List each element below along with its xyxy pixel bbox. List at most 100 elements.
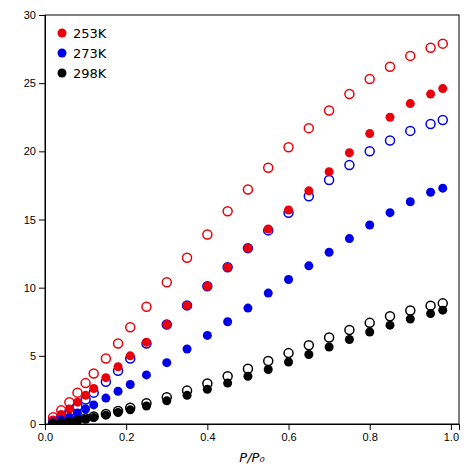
- tick: 0.0: [38, 424, 53, 443]
- point: [386, 113, 395, 122]
- plot: 0.00.20.40.60.81.0051015202530253K273K29…: [24, 9, 460, 443]
- point: [284, 357, 293, 366]
- point: [183, 301, 192, 310]
- point: [426, 309, 435, 318]
- point: [406, 315, 415, 324]
- x-axis: 0.00.20.40.60.81.0: [38, 424, 460, 443]
- tick: 0: [30, 418, 45, 430]
- legend-label: 253K: [73, 26, 107, 41]
- tick-label: 30: [24, 9, 36, 21]
- legend-swatch: [58, 29, 67, 38]
- point: [438, 184, 447, 193]
- point: [57, 418, 66, 424]
- tick-mark: [39, 356, 45, 357]
- axis-line: [39, 16, 46, 425]
- point: [304, 261, 313, 270]
- marks: [49, 39, 448, 424]
- point-open: [386, 62, 395, 71]
- tick-label: 0.6: [281, 431, 296, 443]
- point: [89, 400, 98, 409]
- point: [243, 304, 252, 313]
- point: [386, 208, 395, 217]
- point: [203, 385, 212, 394]
- x-axis-label: P/P₀: [239, 450, 265, 465]
- tick-label: 25: [24, 77, 36, 89]
- legend-label: 298K: [73, 66, 107, 81]
- point: [345, 148, 354, 157]
- point-open: [223, 207, 232, 216]
- point: [223, 317, 232, 326]
- point: [438, 84, 447, 93]
- point-open: [406, 126, 415, 135]
- point: [162, 320, 171, 329]
- point: [438, 306, 447, 315]
- series: [49, 115, 448, 424]
- point-open: [345, 325, 354, 334]
- point-open: [406, 51, 415, 60]
- point-open: [438, 39, 447, 48]
- point: [126, 380, 135, 389]
- point-open: [284, 349, 293, 358]
- tick-label: 0.0: [38, 431, 53, 443]
- tick: 0.2: [119, 424, 134, 443]
- point: [101, 373, 110, 382]
- point-open: [101, 354, 110, 363]
- series: [49, 84, 448, 424]
- tick-label: 15: [24, 214, 36, 226]
- legend-entry: 253K: [58, 26, 107, 41]
- point-open: [243, 244, 252, 253]
- point: [114, 408, 123, 417]
- legend-entry: 273K: [58, 46, 107, 61]
- legend: 253K 273K 298K: [58, 26, 107, 81]
- point-open: [386, 136, 395, 145]
- point: [142, 370, 151, 379]
- point: [183, 391, 192, 400]
- point-open: [223, 263, 232, 272]
- point: [345, 234, 354, 243]
- tick-mark: [39, 83, 45, 84]
- tick-label: 0.4: [200, 431, 215, 443]
- point: [81, 391, 90, 400]
- point-open: [426, 301, 435, 310]
- tick-mark: [370, 424, 371, 430]
- point: [162, 358, 171, 367]
- point-open: [304, 341, 313, 350]
- point: [203, 331, 212, 340]
- tick-mark: [451, 424, 452, 430]
- tick: 0.4: [200, 424, 215, 443]
- point: [81, 414, 90, 423]
- point: [162, 396, 171, 405]
- point: [345, 335, 354, 344]
- series: [49, 39, 448, 422]
- point: [49, 419, 58, 424]
- point: [325, 167, 334, 176]
- point: [243, 244, 252, 253]
- point: [65, 417, 74, 424]
- legend-entry: 298K: [58, 66, 107, 81]
- tick: 10: [24, 282, 45, 294]
- point: [406, 99, 415, 108]
- point-open: [142, 302, 151, 311]
- point: [264, 225, 273, 234]
- series: [49, 306, 448, 424]
- point: [114, 362, 123, 371]
- point-open: [438, 115, 447, 124]
- point: [81, 405, 90, 414]
- point: [365, 129, 374, 138]
- point: [426, 188, 435, 197]
- point-open: [162, 278, 171, 287]
- point: [89, 413, 98, 422]
- tick-label: 20: [24, 145, 36, 157]
- series: [49, 299, 448, 424]
- point: [284, 275, 293, 284]
- point-open: [365, 318, 374, 327]
- point-open: [114, 339, 123, 348]
- tick-label: 1.0: [444, 431, 459, 443]
- tick-mark: [289, 424, 290, 430]
- tick-label: 10: [24, 282, 36, 294]
- tick: 0.6: [281, 424, 296, 443]
- point-open: [183, 253, 192, 262]
- point-open: [386, 312, 395, 321]
- point: [365, 327, 374, 336]
- point: [114, 387, 123, 396]
